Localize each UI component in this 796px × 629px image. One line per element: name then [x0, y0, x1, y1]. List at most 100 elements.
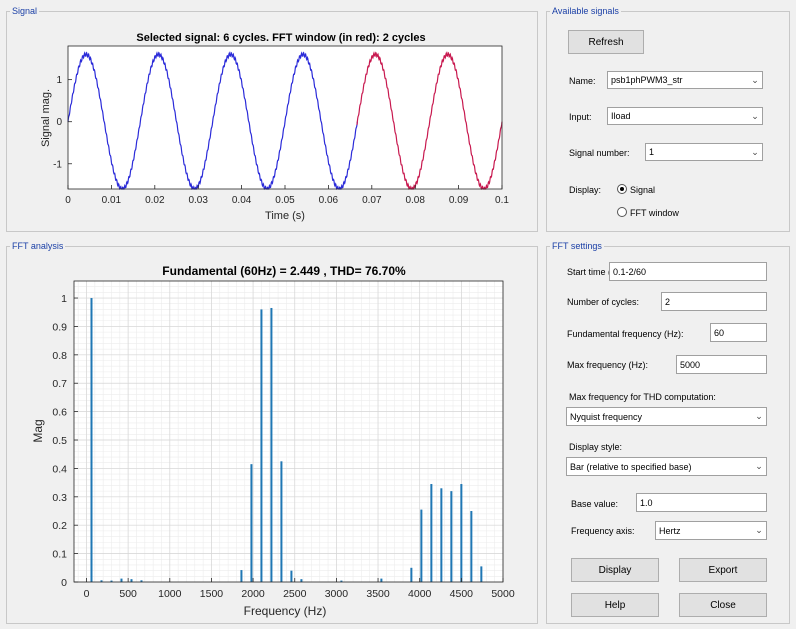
chevron-down-icon: ⌄ [751, 146, 759, 157]
help-button[interactable]: Help [571, 593, 659, 617]
fft-window-radio-label[interactable]: FFT window [630, 208, 679, 218]
fft-analysis-title: FFT analysis [10, 241, 66, 252]
fft-chart: Fundamental (60Hz) = 2.449 , THD= 76.70%… [31, 264, 515, 618]
thd-label: Max frequency for THD computation: [569, 392, 716, 402]
fft-bar [130, 579, 133, 582]
fft-bar [100, 580, 103, 582]
fft-y-tick-label: 0.9 [52, 321, 67, 333]
fft-y-tick-label: 0.2 [52, 520, 67, 532]
fft-y-tick-label: 0.6 [52, 407, 67, 419]
signal-x-tick-label: 0.1 [495, 195, 509, 206]
fft-y-tick-label: 0.5 [52, 435, 67, 447]
signal-radio[interactable] [617, 184, 627, 194]
close-button[interactable]: Close [679, 593, 767, 617]
fft-y-tick-label: 0.7 [52, 378, 67, 390]
signal-x-axis-label: Time (s) [265, 210, 305, 222]
signal-x-tick-label: 0 [65, 195, 71, 206]
refresh-button[interactable]: Refresh [568, 30, 644, 54]
fft-bar [340, 580, 343, 582]
fft-y-tick-label: 1 [61, 293, 67, 305]
display-style-value: Bar (relative to specified base) [570, 461, 692, 472]
fft-bar [440, 488, 443, 582]
fft-settings-title: FFT settings [550, 241, 604, 252]
fft-bar [300, 579, 303, 582]
fft-y-tick-label: 0 [61, 577, 67, 589]
fft-bar [380, 578, 383, 582]
fft-window-trace [356, 51, 503, 191]
freq-axis-value: Hertz [659, 525, 681, 536]
fft-bar [290, 570, 293, 582]
fft-x-tick-label: 0 [84, 588, 90, 600]
signal-x-tick-label: 0.09 [449, 195, 469, 206]
fft-y-axis-label: Mag [31, 419, 45, 442]
thd-dropdown-value: Nyquist frequency [570, 411, 643, 422]
start-time-field[interactable]: 0.1-2/60 [609, 262, 767, 281]
signal-x-tick-label: 0.05 [275, 195, 295, 206]
max-freq-field[interactable]: 5000 [676, 355, 767, 374]
fft-x-tick-label: 3000 [325, 588, 349, 600]
display-style-label: Display style: [569, 442, 623, 452]
available-signals-panel: Available signals [546, 6, 790, 232]
fft-settings-panel: FFT settings [546, 241, 790, 624]
name-dropdown[interactable]: psb1phPWM3_str ⌄ [607, 71, 763, 89]
fft-x-tick-label: 2000 [241, 588, 265, 600]
fft-y-tick-label: 0.3 [52, 492, 67, 504]
fft-bar [90, 298, 93, 582]
fft-bar [450, 491, 453, 582]
available-signals-title: Available signals [550, 6, 621, 17]
signal-panel-title: Signal [10, 6, 40, 17]
fft-x-tick-label: 5000 [491, 588, 515, 600]
fft-bar [280, 461, 283, 582]
display-style-dropdown[interactable]: Bar (relative to specified base) ⌄ [566, 457, 767, 476]
display-button[interactable]: Display [571, 558, 659, 582]
fft-analysis-panel: FFT analysis [6, 241, 538, 624]
signal-x-tick-label: 0.02 [145, 195, 165, 206]
fft-bar [470, 511, 473, 582]
fft-x-axis-label: Frequency (Hz) [244, 604, 327, 618]
fft-x-tick-label: 4500 [450, 588, 474, 600]
fft-bar [110, 580, 113, 582]
fft-bar [140, 580, 143, 582]
signal-radio-label[interactable]: Signal [630, 185, 656, 195]
input-dropdown[interactable]: Iload ⌄ [607, 107, 763, 125]
display-label: Display: [569, 185, 602, 195]
base-value-field[interactable]: 1.0 [636, 493, 767, 512]
fft-bar [460, 484, 463, 582]
signal-trace [67, 51, 358, 191]
signal-chart-title: Selected signal: 6 cycles. FFT window (i… [136, 32, 425, 44]
num-cycles-label: Number of cycles: [567, 297, 640, 307]
name-label: Name: [569, 76, 596, 86]
fft-bar [420, 509, 423, 582]
fund-freq-label: Fundamental frequency (Hz): [567, 329, 684, 339]
fund-freq-field[interactable]: 60 [710, 323, 767, 342]
base-value-label: Base value: [571, 499, 619, 509]
signal-number-label: Signal number: [569, 148, 630, 158]
signal-y-tick-label: 1 [56, 75, 62, 86]
chevron-down-icon: ⌄ [751, 110, 759, 121]
fft-y-tick-label: 0.4 [52, 463, 67, 475]
signal-x-tick-label: 0.08 [405, 195, 425, 206]
name-dropdown-value: psb1phPWM3_str [611, 75, 683, 85]
signal-x-tick-label: 0.07 [362, 195, 382, 206]
max-freq-label: Max frequency (Hz): [567, 360, 649, 370]
export-button[interactable]: Export [679, 558, 767, 582]
chevron-down-icon: ⌄ [755, 525, 763, 535]
fft-x-tick-label: 2500 [283, 588, 307, 600]
thd-dropdown[interactable]: Nyquist frequency ⌄ [566, 407, 767, 426]
fft-bar [260, 309, 263, 582]
signal-y-axis-label: Signal mag. [40, 89, 52, 147]
signal-x-tick-label: 0.03 [188, 195, 208, 206]
fft-window-radio[interactable] [617, 207, 627, 217]
fft-x-tick-label: 1000 [158, 588, 182, 600]
fft-x-tick-label: 3500 [366, 588, 390, 600]
fft-y-tick-label: 0.8 [52, 350, 67, 362]
num-cycles-field[interactable]: 2 [661, 292, 767, 311]
chevron-down-icon: ⌄ [751, 74, 759, 85]
freq-axis-dropdown[interactable]: Hertz ⌄ [655, 521, 767, 540]
signal-number-dropdown[interactable]: 1 ⌄ [645, 143, 763, 161]
signal-x-tick-label: 0.06 [319, 195, 339, 206]
fft-chart-title: Fundamental (60Hz) = 2.449 , THD= 76.70% [162, 264, 406, 278]
fft-bar [430, 484, 433, 582]
signal-x-tick-label: 0.04 [232, 195, 252, 206]
fft-x-tick-label: 500 [119, 588, 137, 600]
